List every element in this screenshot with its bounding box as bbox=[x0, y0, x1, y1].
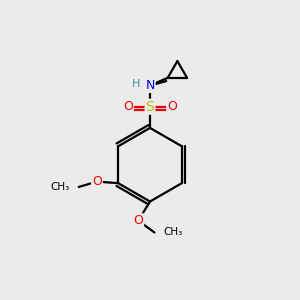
Text: CH₃: CH₃ bbox=[51, 182, 70, 192]
Text: O: O bbox=[133, 214, 143, 227]
Text: N: N bbox=[145, 79, 155, 92]
Text: H: H bbox=[132, 79, 140, 89]
Text: CH₃: CH₃ bbox=[163, 227, 182, 237]
Text: O: O bbox=[123, 100, 133, 113]
Text: O: O bbox=[167, 100, 177, 113]
Text: O: O bbox=[92, 175, 102, 188]
Text: S: S bbox=[146, 100, 154, 114]
